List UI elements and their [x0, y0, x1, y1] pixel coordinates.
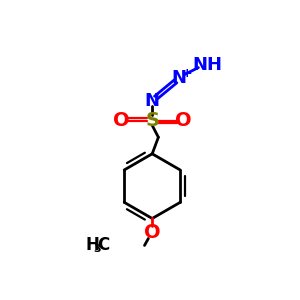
Text: N: N: [172, 69, 187, 87]
Text: S: S: [145, 111, 159, 130]
Text: +: +: [182, 67, 192, 80]
Text: O: O: [175, 111, 191, 130]
Text: 3: 3: [93, 244, 100, 254]
Text: C: C: [98, 236, 110, 254]
Text: N: N: [145, 92, 160, 110]
Text: H: H: [86, 236, 100, 254]
Text: O: O: [144, 223, 160, 242]
Text: NH: NH: [193, 56, 223, 74]
Text: O: O: [113, 111, 130, 130]
